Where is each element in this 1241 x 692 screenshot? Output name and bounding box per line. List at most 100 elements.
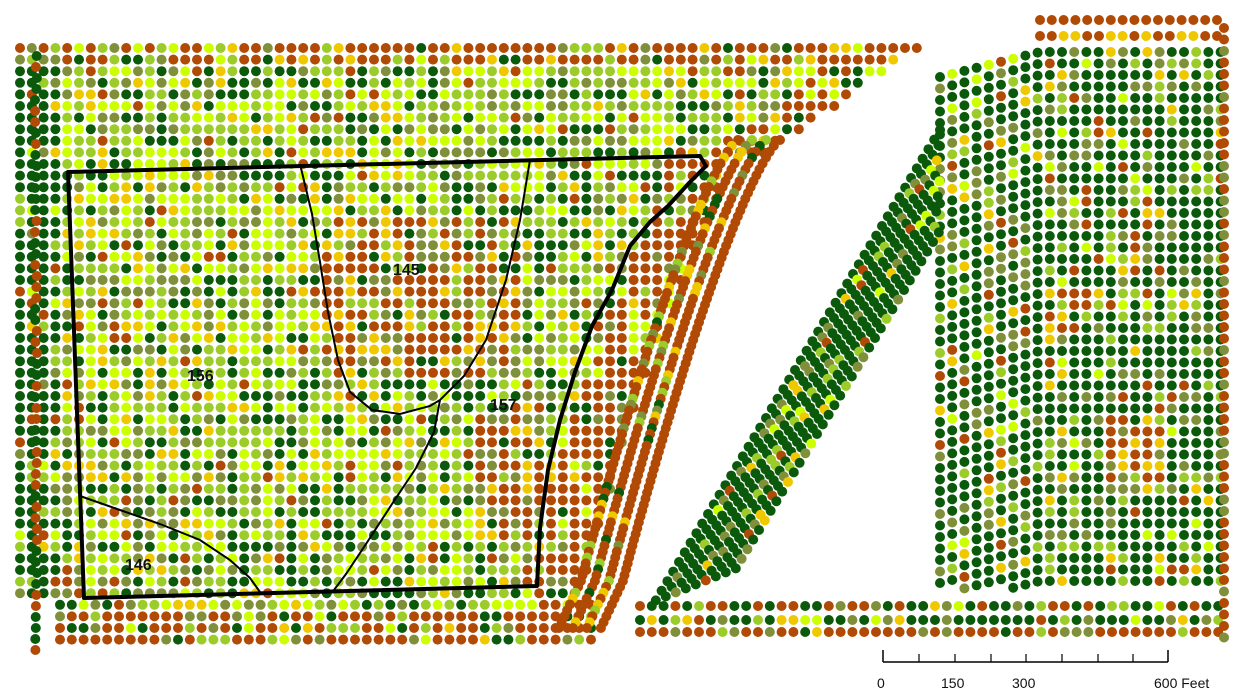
yield-point bbox=[1081, 403, 1092, 414]
yield-point bbox=[1069, 530, 1080, 540]
yield-point bbox=[1069, 242, 1080, 253]
yield-point bbox=[687, 124, 698, 135]
yield-point bbox=[1130, 300, 1141, 310]
yield-point bbox=[522, 205, 533, 216]
yield-point bbox=[133, 367, 143, 378]
yield-point bbox=[1166, 127, 1177, 138]
yield-point bbox=[1057, 93, 1067, 103]
yield-point bbox=[85, 147, 96, 158]
yield-point bbox=[463, 309, 474, 320]
yield-point bbox=[180, 66, 191, 77]
yield-point bbox=[357, 344, 368, 355]
yield-point bbox=[487, 344, 497, 355]
yield-point bbox=[1142, 380, 1153, 391]
yield-point bbox=[894, 615, 905, 625]
yield-point bbox=[133, 89, 143, 100]
yield-point bbox=[1020, 131, 1031, 142]
yield-point bbox=[1118, 495, 1128, 506]
yield-point bbox=[298, 518, 309, 529]
yield-point bbox=[439, 263, 450, 274]
yield-point bbox=[817, 89, 828, 100]
yield-point bbox=[298, 286, 309, 297]
yield-point bbox=[971, 465, 982, 476]
yield-point bbox=[380, 414, 391, 425]
yield-point bbox=[333, 182, 344, 193]
yield-point bbox=[38, 391, 49, 401]
yield-point bbox=[1203, 449, 1214, 460]
yield-point bbox=[546, 263, 556, 274]
yield-point bbox=[439, 541, 450, 552]
yield-point bbox=[593, 437, 604, 448]
yield-point bbox=[125, 623, 136, 633]
yield-point bbox=[1057, 47, 1067, 57]
yield-point bbox=[522, 43, 533, 53]
yield-point bbox=[404, 460, 415, 471]
yield-point bbox=[62, 425, 73, 436]
yield-point bbox=[510, 147, 521, 158]
yield-point bbox=[444, 623, 455, 633]
yield-point bbox=[357, 472, 368, 483]
yield-point bbox=[333, 286, 344, 297]
yield-point bbox=[90, 634, 101, 645]
yield-point bbox=[345, 217, 356, 227]
yield-point bbox=[996, 275, 1006, 286]
yield-point bbox=[380, 240, 391, 251]
yield-point bbox=[1203, 461, 1214, 471]
yield-point bbox=[137, 623, 148, 633]
yield-point bbox=[935, 555, 945, 565]
yield-point bbox=[310, 379, 320, 390]
yield-point bbox=[491, 634, 502, 645]
yield-point bbox=[333, 217, 344, 227]
yield-point bbox=[428, 460, 438, 471]
yield-point bbox=[251, 217, 261, 227]
yield-point bbox=[1142, 162, 1153, 172]
yield-point bbox=[109, 356, 120, 367]
yield-point bbox=[50, 43, 61, 53]
yield-point bbox=[1032, 450, 1043, 461]
yield-point bbox=[864, 342, 875, 353]
yield-point bbox=[628, 54, 639, 65]
yield-point bbox=[274, 251, 285, 262]
yield-point bbox=[274, 530, 285, 541]
yield-point bbox=[286, 553, 297, 564]
yield-point bbox=[121, 333, 132, 343]
yield-point bbox=[286, 425, 297, 436]
yield-point bbox=[369, 344, 379, 355]
yield-point bbox=[1044, 323, 1055, 333]
yield-point bbox=[50, 182, 61, 193]
yield-point bbox=[983, 565, 994, 576]
yield-point bbox=[102, 623, 113, 633]
yield-point bbox=[274, 402, 285, 413]
yield-point bbox=[62, 333, 73, 343]
yield-point bbox=[947, 344, 958, 355]
yield-point bbox=[498, 588, 509, 599]
yield-point bbox=[1191, 173, 1202, 184]
yield-point bbox=[510, 367, 521, 378]
yield-point bbox=[983, 140, 994, 151]
yield-point bbox=[97, 77, 108, 88]
yield-point bbox=[805, 54, 816, 65]
yield-point bbox=[959, 387, 970, 398]
yield-point bbox=[180, 541, 191, 552]
yield-point bbox=[203, 251, 214, 262]
yield-point bbox=[428, 472, 438, 483]
yield-point bbox=[605, 182, 615, 193]
yield-point bbox=[640, 43, 651, 53]
yield-point bbox=[298, 367, 309, 378]
yield-point bbox=[788, 467, 799, 478]
yield-point bbox=[1129, 31, 1140, 41]
yield-point bbox=[1118, 334, 1128, 345]
yield-point bbox=[168, 507, 179, 517]
yield-point bbox=[1191, 70, 1202, 80]
yield-point bbox=[168, 77, 179, 88]
yield-point bbox=[239, 344, 250, 355]
yield-point bbox=[298, 309, 309, 320]
yield-point bbox=[510, 414, 521, 425]
yield-point bbox=[1032, 553, 1043, 564]
yield-point bbox=[192, 333, 202, 343]
yield-point bbox=[557, 460, 568, 471]
yield-point bbox=[771, 496, 782, 507]
yield-point bbox=[333, 135, 344, 146]
yield-point bbox=[298, 541, 309, 552]
yield-point bbox=[581, 217, 592, 227]
